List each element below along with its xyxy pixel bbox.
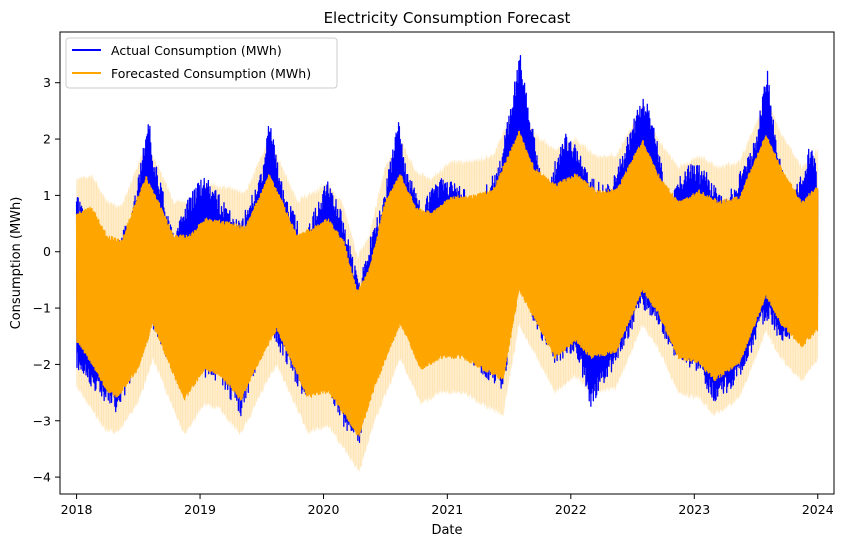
x-axis-title: Date bbox=[431, 523, 462, 538]
y-tick-label: 0 bbox=[43, 244, 51, 259]
chart-title: Electricity Consumption Forecast bbox=[324, 9, 571, 27]
x-tick-label: 2022 bbox=[555, 502, 587, 517]
y-tick-label: 1 bbox=[43, 188, 51, 203]
legend-label-actual: Actual Consumption (MWh) bbox=[111, 43, 282, 58]
x-tick-label: 2021 bbox=[431, 502, 463, 517]
y-tick-label: −3 bbox=[33, 413, 51, 428]
x-tick-label: 2024 bbox=[802, 502, 834, 517]
forecasted-consumption-line bbox=[75, 130, 819, 437]
y-axis-ticks: −4 −3 −2 −1 0 1 2 3 bbox=[33, 75, 60, 485]
x-tick-label: 2023 bbox=[678, 502, 710, 517]
legend: Actual Consumption (MWh) Forecasted Cons… bbox=[65, 37, 338, 89]
y-tick-label: −2 bbox=[33, 357, 51, 372]
actual-consumption-line bbox=[75, 55, 819, 444]
x-axis-ticks: 2018 2019 2020 2021 2022 2023 2024 bbox=[61, 494, 834, 517]
x-tick-label: 2020 bbox=[308, 502, 340, 517]
x-tick-label: 2018 bbox=[61, 502, 93, 517]
y-axis-title: Consumption (MWh) bbox=[9, 197, 24, 330]
actual-series-layer bbox=[75, 55, 819, 444]
legend-frame bbox=[65, 37, 338, 89]
y-tick-label: −4 bbox=[33, 470, 51, 485]
forecast-series-layer bbox=[75, 130, 819, 437]
y-tick-label: −1 bbox=[33, 301, 51, 316]
legend-label-forecast: Forecasted Consumption (MWh) bbox=[111, 66, 311, 81]
x-tick-label: 2019 bbox=[184, 502, 216, 517]
y-tick-label: 3 bbox=[43, 75, 51, 90]
y-tick-label: 2 bbox=[43, 132, 51, 147]
